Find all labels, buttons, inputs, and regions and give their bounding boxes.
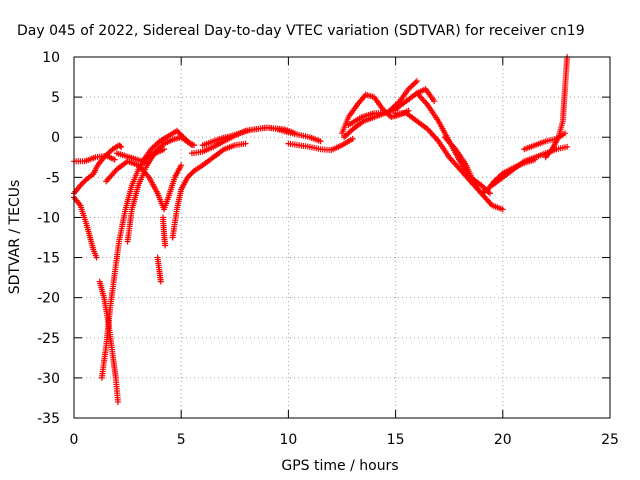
data-point (93, 254, 100, 261)
y-tick-label: 0 (51, 130, 60, 146)
data-point (561, 130, 568, 137)
x-tick-label: 15 (387, 432, 405, 448)
data-point (564, 143, 571, 150)
series-arc-23 (542, 54, 571, 161)
series-arc-18 (392, 110, 506, 213)
data-point (189, 169, 196, 176)
series-arc-9 (154, 254, 164, 285)
data-point (431, 98, 438, 105)
data-point (117, 143, 124, 150)
data-point (349, 135, 356, 142)
y-tick-label: -20 (37, 291, 60, 307)
data-point (414, 78, 421, 85)
data-point (486, 190, 493, 197)
data-point (178, 162, 185, 169)
data-point (188, 142, 195, 149)
x-axis-label: GPS time / hours (281, 458, 398, 474)
series-arc-3 (71, 142, 125, 197)
y-axis-label: SDTVAR / TECUs (7, 180, 23, 295)
series-arc-10 (159, 214, 169, 249)
data-point (157, 278, 164, 285)
data-point (161, 146, 168, 153)
data-point (179, 132, 186, 139)
y-tick-label: 10 (42, 50, 60, 66)
x-tick-label: 0 (70, 432, 79, 448)
y-tick-label: -30 (37, 371, 60, 387)
x-tick-label: 25 (601, 432, 619, 448)
data-point (162, 242, 169, 249)
x-tick-label: 10 (279, 432, 297, 448)
series-arc-8 (113, 127, 195, 165)
data-point (317, 138, 324, 145)
y-tick-label: -25 (37, 331, 60, 347)
y-tick-label: -35 (37, 411, 60, 427)
x-tick-label: 20 (494, 432, 512, 448)
data-point (118, 143, 125, 150)
y-tick-label: -5 (46, 170, 60, 186)
series-arc-4 (96, 278, 121, 405)
x-tick-label: 5 (177, 432, 186, 448)
data-series (71, 54, 571, 405)
series-arc-11 (169, 140, 249, 241)
y-tick-label: -10 (37, 210, 60, 226)
y-tick-label: -15 (37, 251, 60, 267)
chart-title: Day 045 of 2022, Sidereal Day-to-day VTE… (17, 23, 585, 39)
series-arc-13 (199, 124, 298, 149)
series-arc-6 (103, 158, 185, 213)
series-arc-19 (414, 90, 493, 197)
series-arc-17 (345, 78, 421, 129)
y-tick-label: 5 (51, 90, 60, 106)
series-arc-14 (285, 135, 356, 154)
data-point (242, 140, 249, 147)
series-arc-1 (71, 152, 118, 165)
series-arc-2 (71, 194, 100, 261)
data-point (111, 156, 118, 163)
data-point (499, 206, 506, 213)
plot-frame (73, 56, 611, 419)
data-point (114, 398, 121, 405)
data-point (291, 130, 298, 137)
series-arc-5 (98, 146, 168, 381)
